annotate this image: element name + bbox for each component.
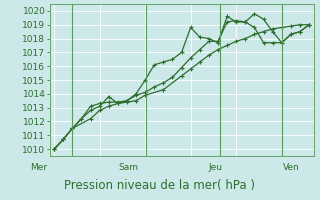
- Text: Sam: Sam: [118, 163, 139, 172]
- Text: Ven: Ven: [283, 163, 300, 172]
- Text: Pression niveau de la mer( hPa ): Pression niveau de la mer( hPa ): [65, 179, 255, 192]
- Text: Mer: Mer: [30, 163, 48, 172]
- Text: Jeu: Jeu: [208, 163, 222, 172]
